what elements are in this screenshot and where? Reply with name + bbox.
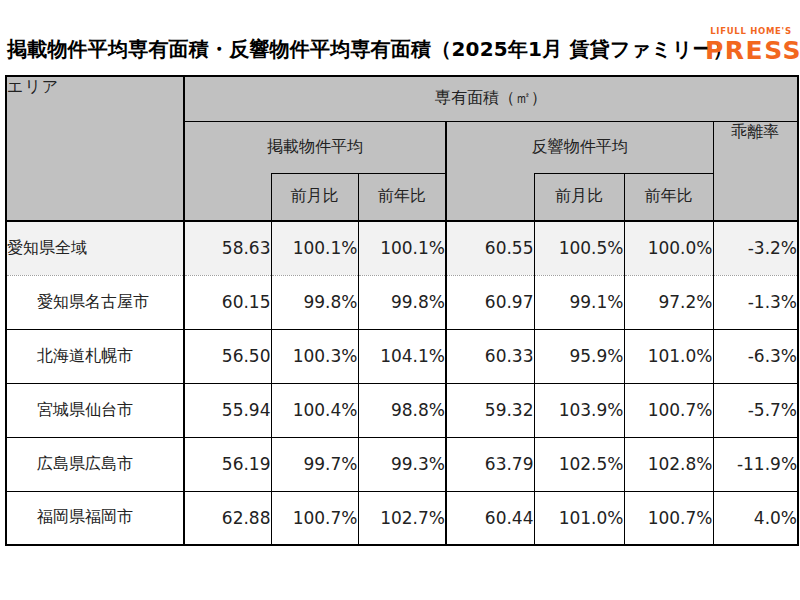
- listed-avg-cell: 60.15: [184, 275, 271, 329]
- page-title: 掲載物件平均専有面積・反響物件平均専有面積（2025年1月 賃貸ファミリー）: [7, 36, 733, 63]
- listed-yoy-cell: 99.8%: [358, 275, 446, 329]
- header-response-group: 反響物件平均: [446, 121, 713, 173]
- area-cell: 広島県広島市: [6, 437, 184, 491]
- listed-mom-cell: 100.1%: [271, 221, 358, 275]
- response-mom-cell: 95.9%: [534, 329, 624, 383]
- header-listed-yoy: 前年比: [358, 173, 446, 221]
- table-row-aichi-zeniki: 愛知県全域 58.63 100.1% 100.1% 60.55 100.5% 1…: [6, 221, 798, 275]
- response-mom-cell: 99.1%: [534, 275, 624, 329]
- listed-avg-cell: 62.88: [184, 491, 271, 545]
- listed-mom-cell: 100.3%: [271, 329, 358, 383]
- listed-yoy-cell: 102.7%: [358, 491, 446, 545]
- table-row-fukuoka: 福岡県福岡市 62.88 100.7% 102.7% 60.44 101.0% …: [6, 491, 798, 545]
- response-mom-cell: 100.5%: [534, 221, 624, 275]
- listed-yoy-cell: 100.1%: [358, 221, 446, 275]
- response-avg-cell: 60.55: [446, 221, 534, 275]
- listed-mom-cell: 99.8%: [271, 275, 358, 329]
- response-avg-cell: 59.32: [446, 383, 534, 437]
- listed-avg-cell: 58.63: [184, 221, 271, 275]
- table-row-nagoya: 愛知県名古屋市 60.15 99.8% 99.8% 60.97 99.1% 97…: [6, 275, 798, 329]
- logo-press-text: PRESS: [705, 38, 797, 63]
- area-cell: 北海道札幌市: [6, 329, 184, 383]
- header-spacer-listed: [184, 173, 271, 221]
- response-mom-cell: 101.0%: [534, 491, 624, 545]
- listed-avg-cell: 55.94: [184, 383, 271, 437]
- table-row-sapporo: 北海道札幌市 56.50 100.3% 104.1% 60.33 95.9% 1…: [6, 329, 798, 383]
- area-size-table: エリア 専有面積（㎡） 掲載物件平均 反響物件平均 乖離率 前月比 前年比 前月…: [5, 75, 799, 546]
- header-unit-group: 専有面積（㎡）: [184, 76, 798, 121]
- table-row-sendai: 宮城県仙台市 55.94 100.4% 98.8% 59.32 103.9% 1…: [6, 383, 798, 437]
- divergence-cell: 4.0%: [713, 491, 798, 545]
- response-yoy-cell: 100.0%: [624, 221, 713, 275]
- divergence-cell: -3.2%: [713, 221, 798, 275]
- header-listed-group: 掲載物件平均: [184, 121, 446, 173]
- logo-brand-text: LIFULL HOME'S: [705, 27, 797, 36]
- listed-mom-cell: 100.7%: [271, 491, 358, 545]
- listed-avg-cell: 56.50: [184, 329, 271, 383]
- divergence-cell: -5.7%: [713, 383, 798, 437]
- response-yoy-cell: 97.2%: [624, 275, 713, 329]
- listed-yoy-cell: 104.1%: [358, 329, 446, 383]
- response-yoy-cell: 100.7%: [624, 491, 713, 545]
- header-listed-mom: 前月比: [271, 173, 358, 221]
- response-avg-cell: 60.44: [446, 491, 534, 545]
- response-mom-cell: 103.9%: [534, 383, 624, 437]
- divergence-cell: -6.3%: [713, 329, 798, 383]
- area-cell: 宮城県仙台市: [6, 383, 184, 437]
- response-avg-cell: 60.33: [446, 329, 534, 383]
- area-cell: 福岡県福岡市: [6, 491, 184, 545]
- response-avg-cell: 60.97: [446, 275, 534, 329]
- listed-avg-cell: 56.19: [184, 437, 271, 491]
- header-response-yoy: 前年比: [624, 173, 713, 221]
- table-row-hiroshima: 広島県広島市 56.19 99.7% 99.3% 63.79 102.5% 10…: [6, 437, 798, 491]
- header-area: エリア: [6, 76, 184, 221]
- response-yoy-cell: 102.8%: [624, 437, 713, 491]
- header-spacer-response: [446, 173, 534, 221]
- divergence-cell: -1.3%: [713, 275, 798, 329]
- listed-yoy-cell: 98.8%: [358, 383, 446, 437]
- header-response-mom: 前月比: [534, 173, 624, 221]
- header-divergence: 乖離率: [713, 121, 798, 221]
- listed-yoy-cell: 99.3%: [358, 437, 446, 491]
- response-mom-cell: 102.5%: [534, 437, 624, 491]
- area-cell: 愛知県名古屋市: [6, 275, 184, 329]
- response-avg-cell: 63.79: [446, 437, 534, 491]
- divergence-cell: -11.9%: [713, 437, 798, 491]
- response-yoy-cell: 100.7%: [624, 383, 713, 437]
- listed-mom-cell: 99.7%: [271, 437, 358, 491]
- lifull-homes-press-logo: LIFULL HOME'S PRESS: [705, 27, 797, 63]
- listed-mom-cell: 100.4%: [271, 383, 358, 437]
- area-cell: 愛知県全域: [6, 221, 184, 275]
- response-yoy-cell: 101.0%: [624, 329, 713, 383]
